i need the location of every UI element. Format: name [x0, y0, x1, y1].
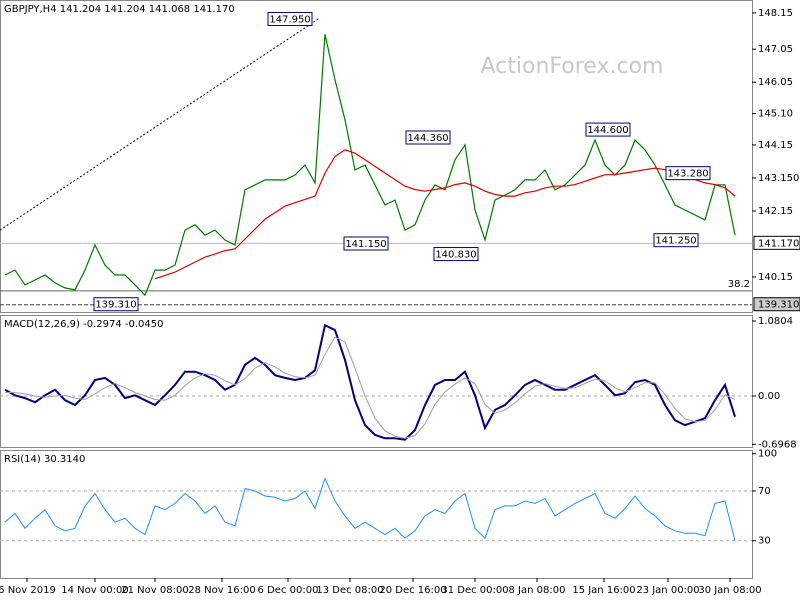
x-tick-label: 30 Jan 08:00: [698, 585, 761, 596]
x-tick-label: 6 Dec 00:00: [258, 585, 319, 596]
series-line: [4, 34, 736, 297]
annotation-box: [343, 236, 389, 251]
panel-frame: [0, 450, 753, 579]
x-tick-label: 13 Dec 08:00: [316, 585, 383, 596]
annotation-label: 144.600: [587, 125, 628, 136]
series-line: [4, 477, 736, 541]
annotation-box: [93, 297, 139, 312]
axis-tag-label: 139.310: [758, 300, 799, 311]
x-tick-label: 23 Jan 00:00: [636, 585, 699, 596]
panel-title: RSI(14) 30.3140: [4, 454, 85, 465]
annotation-label: 141.250: [655, 236, 696, 247]
annotation-label: 141.150: [345, 239, 386, 250]
y-tick-label: 30: [758, 536, 771, 547]
x-tick-label: 14 Nov 00:00: [61, 585, 128, 596]
y-tick-label: 0.00: [758, 391, 780, 402]
y-tick-label: 140.15: [758, 272, 793, 283]
annotation-label: 144.360: [407, 133, 448, 144]
annotation-label: 140.830: [435, 250, 476, 261]
y-tick-label: 143.150: [758, 173, 799, 184]
annotation-box: [267, 11, 313, 26]
fib-label: 38.2: [728, 279, 750, 290]
annotation-box: [665, 166, 711, 181]
y-tick-label: 144.15: [758, 140, 793, 151]
trend-line: [0, 17, 321, 231]
panel-title: MACD(12,26,9) -0.2974 -0.0450: [4, 319, 164, 330]
x-tick-label: 21 Nov 08:00: [121, 585, 188, 596]
y-tick-label: 147.05: [758, 44, 793, 55]
y-tick-label: 100: [758, 449, 777, 460]
x-tick-label: 8 Jan 08:00: [509, 585, 566, 596]
series-line: [154, 149, 736, 280]
x-tick-label: 6 Nov 2019: [0, 585, 56, 596]
y-tick-label: 148.15: [758, 8, 793, 19]
y-tick-label: 70: [758, 486, 771, 497]
y-tick-label: 145.10: [758, 109, 793, 120]
x-tick-label: 20 Dec 16:00: [379, 585, 446, 596]
panel-frame: [0, 0, 753, 313]
x-tick-label: 31 Dec 00:00: [441, 585, 508, 596]
annotation-box: [585, 122, 631, 137]
annotation-box: [405, 130, 451, 145]
y-tick-label: -0.6968: [758, 439, 797, 450]
annotation-label: 143.280: [667, 169, 708, 180]
y-tick-label: 142.15: [758, 206, 793, 217]
axis-tag: [753, 297, 800, 312]
x-tick-label: 15 Jan 16:00: [572, 585, 635, 596]
axis-tag: [753, 235, 800, 250]
annotation-box: [433, 247, 479, 262]
y-tick-label: 1.0804: [758, 316, 793, 327]
panel-frame: [0, 315, 753, 448]
annotation-box: [653, 233, 699, 248]
annotation-label: 139.310: [95, 300, 136, 311]
x-tick-label: 28 Nov 16:00: [188, 585, 255, 596]
watermark: ActionForex.com: [481, 54, 664, 79]
annotation-label: 147.950: [269, 14, 310, 25]
series-line: [5, 336, 736, 439]
axis-tag-label: 141.170: [758, 238, 799, 249]
panel-title: GBPJPY,H4 141.204 141.204 141.068 141.17…: [4, 4, 235, 15]
series-line: [4, 323, 736, 441]
y-tick-label: 146.05: [758, 77, 793, 88]
